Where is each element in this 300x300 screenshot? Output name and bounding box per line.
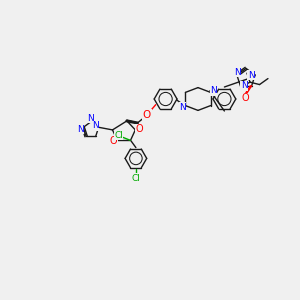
Text: N: N — [179, 103, 186, 112]
Text: N: N — [87, 114, 94, 123]
Text: O: O — [110, 136, 118, 146]
Text: O: O — [135, 124, 143, 134]
Text: Cl: Cl — [131, 174, 140, 183]
Text: N: N — [234, 68, 241, 76]
Text: N: N — [210, 86, 217, 95]
Text: N: N — [77, 125, 84, 134]
Text: O: O — [143, 110, 151, 120]
Text: N: N — [241, 81, 247, 90]
Text: O: O — [241, 93, 249, 103]
Text: N: N — [92, 121, 98, 130]
Text: Cl: Cl — [114, 130, 123, 140]
Text: N: N — [248, 70, 255, 80]
